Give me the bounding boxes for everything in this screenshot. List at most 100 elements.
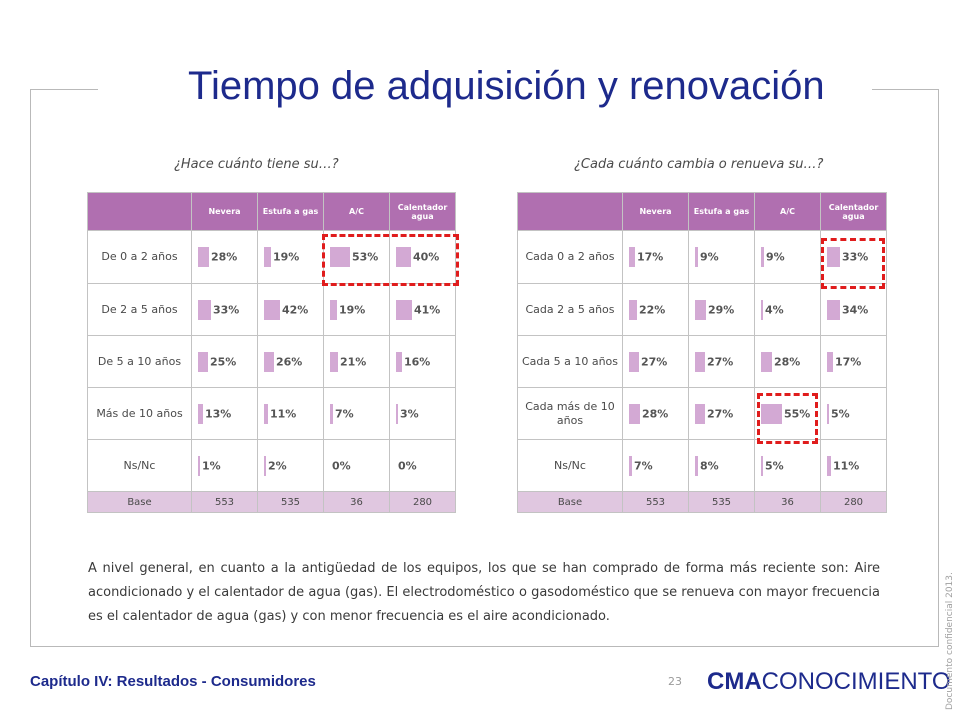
base-row: Base 553 535 36 280 (517, 491, 887, 513)
chapter-label: Capítulo IV: Resultados - Consumidores (30, 673, 316, 690)
percent-label: 17% (637, 250, 664, 264)
table-header-row: Nevera Estufa a gas A/C Calentador agua (87, 192, 456, 231)
frame-top-left-line (30, 89, 98, 90)
value-bar (827, 351, 833, 372)
base-value: 535 (688, 491, 755, 513)
table-row: De 5 a 10 años 25% 26% 21% 16% (87, 335, 456, 388)
frame-top-right-line (872, 89, 939, 90)
value-bar (198, 455, 200, 476)
value-cell: 17% (622, 230, 689, 284)
percent-label: 21% (340, 355, 367, 368)
percent-label: 34% (842, 303, 869, 316)
value-cell: 28% (622, 387, 689, 440)
value-bar (695, 403, 705, 424)
table-row: Cada 2 a 5 años 22% 29% 4% 34% (517, 283, 887, 336)
value-cell: 4% (754, 283, 821, 336)
value-cell: 22% (622, 283, 689, 336)
value-cell: 7% (622, 439, 689, 492)
column-header: A/C (754, 192, 821, 231)
left-question: ¿Hace cuánto tiene su…? (174, 157, 339, 172)
table-header-row: Nevera Estufa a gas A/C Calentador agua (517, 192, 887, 231)
value-bar (629, 247, 635, 267)
percent-label: 11% (270, 407, 297, 420)
value-cell: 5% (754, 439, 821, 492)
column-header: Nevera (622, 192, 689, 231)
value-cell: 11% (820, 439, 887, 492)
summary-paragraph: A nivel general, en cuanto a la antigüed… (88, 561, 880, 624)
value-cell: 28% (191, 230, 258, 284)
value-cell: 40% (389, 230, 456, 284)
value-bar (827, 403, 829, 424)
column-header: A/C (323, 192, 390, 231)
percent-label: 27% (641, 355, 668, 368)
base-row: Base 553 535 36 280 (87, 491, 456, 513)
value-bar (396, 247, 411, 267)
percent-label: 0% (398, 459, 417, 472)
percent-label: 5% (765, 459, 784, 472)
value-bar (330, 299, 337, 320)
percent-label: 0% (332, 459, 351, 472)
value-bar (198, 403, 203, 424)
value-bar (827, 299, 840, 320)
value-cell: 27% (622, 335, 689, 388)
value-cell: 29% (688, 283, 755, 336)
value-bar (695, 455, 698, 476)
table-row: Cada más de 10 años 28% 27% 55% 5% (517, 387, 887, 440)
value-cell: 33% (191, 283, 258, 336)
table-row: Más de 10 años 13% 11% 7% 3% (87, 387, 456, 440)
percent-label: 28% (642, 407, 669, 420)
right-question: ¿Cada cuánto cambia o renueva su…? (574, 157, 824, 172)
logo-light-text: CONOCIMIENTO (761, 668, 951, 695)
percent-label: 7% (335, 407, 354, 420)
value-cell: 11% (257, 387, 324, 440)
percent-label: 17% (835, 355, 862, 368)
value-bar (629, 403, 640, 424)
value-bar (629, 351, 639, 372)
row-label: Cada 0 a 2 años (517, 230, 623, 284)
percent-label: 8% (700, 459, 719, 472)
value-cell: 25% (191, 335, 258, 388)
value-bar (396, 403, 398, 424)
percent-label: 9% (700, 250, 719, 264)
percent-label: 7% (634, 459, 653, 472)
percent-label: 33% (842, 250, 869, 264)
value-bar (264, 455, 266, 476)
percent-label: 41% (414, 303, 441, 316)
value-bar (198, 299, 211, 320)
highlight-box (322, 234, 459, 286)
value-bar (264, 351, 274, 372)
column-header: Estufa a gas (688, 192, 755, 231)
confidential-text: Documento confidencial 2013. (945, 572, 955, 710)
value-bar (761, 455, 763, 476)
value-cell: 27% (688, 387, 755, 440)
frame-bottom-line (30, 646, 939, 647)
frame-left-line (30, 89, 31, 647)
row-label: De 5 a 10 años (87, 335, 192, 388)
value-bar (330, 351, 338, 372)
value-bar (761, 299, 763, 320)
value-cell: 7% (323, 387, 390, 440)
value-cell: 9% (688, 230, 755, 284)
row-label: Ns/Nc (517, 439, 623, 492)
value-bar (396, 351, 402, 372)
row-label: Cada 2 a 5 años (517, 283, 623, 336)
page-number: 23 (668, 675, 682, 688)
value-bar (264, 247, 271, 267)
column-header: Calentador agua (820, 192, 887, 231)
highlight-box (757, 393, 818, 444)
percent-label: 19% (273, 250, 300, 264)
value-cell: 19% (257, 230, 324, 284)
percent-label: 27% (707, 355, 734, 368)
header-corner (517, 192, 623, 231)
percent-label: 53% (352, 250, 379, 264)
value-bar (695, 299, 706, 320)
logo-bold-text: CMA (707, 668, 762, 695)
value-bar (629, 299, 637, 320)
row-label: De 2 a 5 años (87, 283, 192, 336)
value-cell: 27% (688, 335, 755, 388)
percent-label: 16% (404, 355, 431, 368)
value-bar (198, 247, 209, 267)
value-bar (761, 351, 772, 372)
acquisition-table: Nevera Estufa a gas A/C Calentador agua … (87, 192, 456, 513)
value-cell: 26% (257, 335, 324, 388)
